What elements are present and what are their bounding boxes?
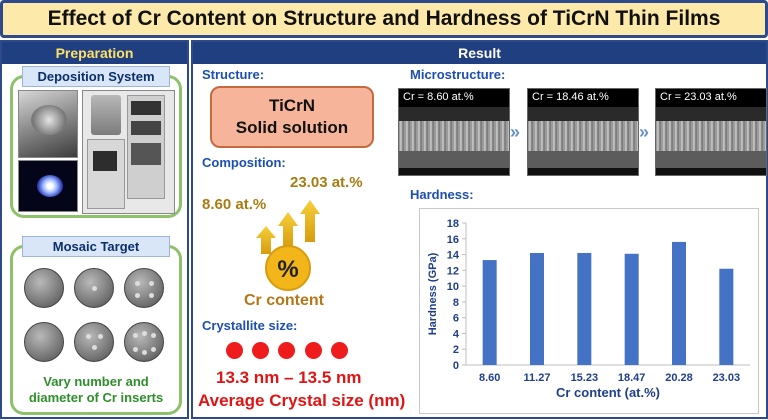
red-dot	[331, 342, 348, 359]
composition-label: Composition:	[202, 155, 286, 170]
target-disc	[24, 322, 64, 362]
crystallite-label: Crystallite size:	[202, 318, 298, 333]
y-tick-label: 4	[453, 328, 460, 340]
y-tick-label: 16	[447, 234, 459, 246]
solid-solution-box: TiCrN Solid solution	[210, 86, 374, 148]
average-crystal-size-label: Average Crystal size (nm)	[198, 391, 406, 410]
sem-label: Cr = 23.03 at.%	[656, 89, 766, 107]
y-tick-label: 10	[447, 281, 459, 293]
x-tick-label: 20.28	[665, 372, 693, 384]
y-tick-label: 0	[453, 360, 459, 372]
hardness-label: Hardness:	[410, 187, 474, 202]
x-tick-label: 18.47	[618, 372, 646, 384]
x-tick-label: 11.27	[524, 372, 551, 384]
x-axis-label: Cr content (at.%)	[556, 385, 660, 400]
mosaic-caption-line1: Vary number and	[43, 374, 149, 389]
x-tick-label: 15.23	[571, 372, 599, 384]
sem-label: Cr = 18.46 at.%	[528, 89, 638, 107]
composition-high: 23.03 at.%	[290, 174, 363, 191]
preparation-header: Preparation	[2, 42, 187, 64]
target-disc	[124, 322, 164, 362]
cr-content-label: Cr content	[244, 292, 324, 309]
bar	[577, 252, 592, 365]
red-dot	[305, 342, 322, 359]
y-tick-label: 8	[453, 297, 459, 309]
plasma-photo	[18, 160, 78, 212]
hardness-chart-svg: 0 2 4 6 8 10 12 14 16 18 8.60 11.27 15.23 18.47 20.28 2…	[427, 218, 750, 400]
x-tick-label: 23.03	[713, 372, 741, 384]
sputtering-machine-photo	[82, 90, 175, 214]
sem-label: Cr = 8.60 at.%	[399, 89, 509, 107]
crystallite-size-range: 13.3 nm – 13.5 nm	[216, 368, 362, 387]
bar	[530, 252, 544, 365]
microstructure-label: Microstructure:	[410, 67, 506, 82]
target-disc	[74, 322, 114, 362]
sem-image: Cr = 23.03 at.%	[655, 88, 767, 176]
page-title: Effect of Cr Content on Structure and Ha…	[47, 7, 721, 30]
y-axis-label: Hardness (GPa)	[427, 252, 439, 335]
title-bar: Effect of Cr Content on Structure and Ha…	[0, 0, 768, 38]
solid-solution-line2: Solid solution	[235, 118, 349, 137]
red-dot	[252, 342, 269, 359]
x-tick-label: 8.60	[479, 372, 500, 384]
composition-arrows-icon: %	[256, 200, 320, 291]
composition-low: 8.60 at.%	[202, 196, 267, 213]
bar	[719, 268, 734, 365]
hardness-chart: 0 2 4 6 8 10 12 14 16 18 8.60 11.27 15.23 18.47 20.28 2…	[419, 208, 759, 414]
y-tick-label: 18	[447, 218, 459, 230]
deposition-system-label: Deposition System	[22, 66, 170, 87]
percent-symbol: %	[277, 256, 298, 283]
chamber-photo	[18, 90, 78, 158]
bar	[624, 253, 639, 365]
structure-label: Structure:	[202, 67, 265, 82]
target-disc	[24, 268, 64, 308]
bar	[482, 260, 497, 365]
y-tick-label: 2	[453, 344, 459, 356]
target-disc	[74, 268, 114, 308]
solid-solution-line1: TiCrN	[269, 96, 315, 115]
y-tick-label: 12	[447, 265, 459, 277]
sem-image: Cr = 18.46 at.%	[527, 88, 639, 176]
target-disc	[124, 268, 164, 308]
mosaic-caption: Vary number and diameter of Cr inserts	[14, 374, 178, 406]
result-header: Result	[193, 42, 766, 64]
chevron-right-icon: »	[510, 122, 521, 142]
bar	[672, 241, 686, 365]
chevron-right-icon: »	[639, 122, 650, 142]
y-tick-label: 14	[447, 250, 460, 262]
sem-image: Cr = 8.60 at.%	[398, 88, 510, 176]
mosaic-target-label: Mosaic Target	[22, 236, 170, 257]
red-dot	[278, 342, 295, 359]
y-tick-label: 6	[453, 313, 459, 325]
mosaic-caption-line2: diameter of Cr inserts	[28, 390, 164, 405]
red-dot	[226, 342, 243, 359]
